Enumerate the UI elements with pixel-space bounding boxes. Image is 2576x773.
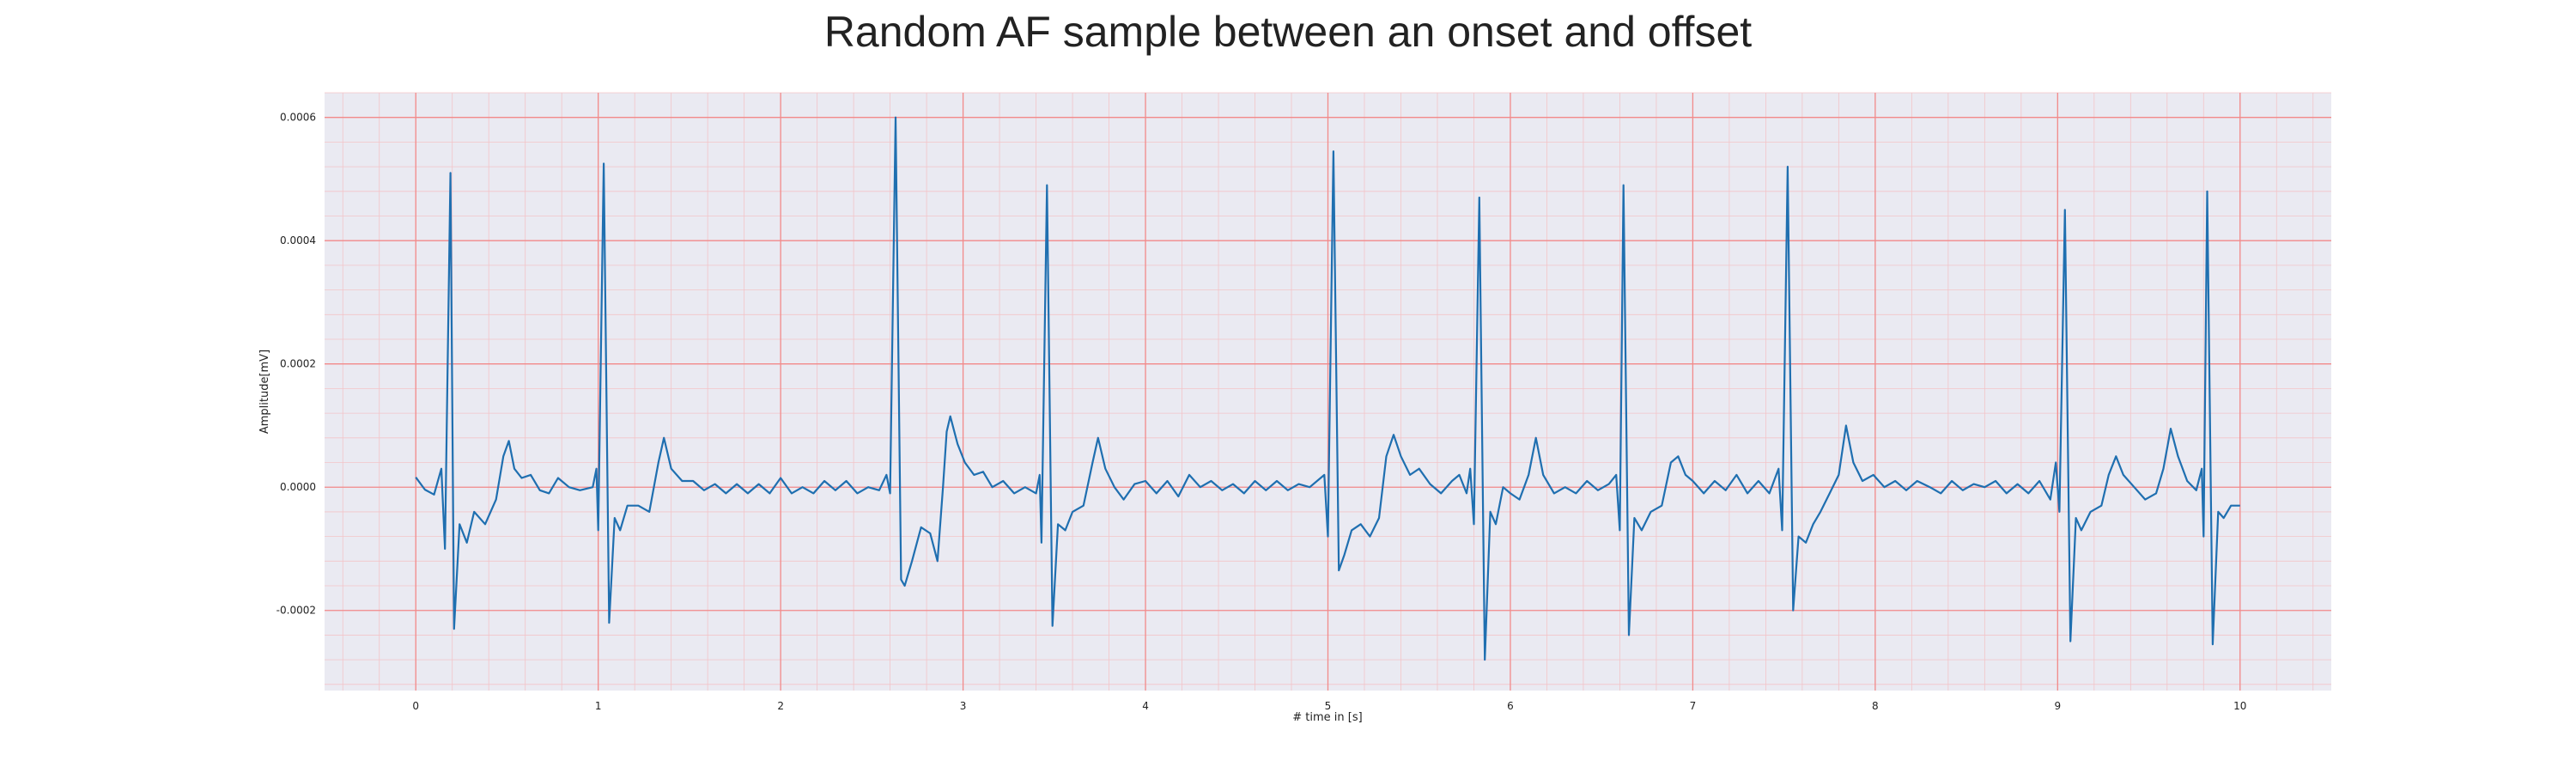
y-tick-label: 0.0006 [280,112,316,124]
y-tick-label: 0.0000 [280,481,316,493]
x-tick-label: 0 [412,700,419,712]
x-axis-label: # time in [s] [1292,711,1362,724]
x-tick-label: 8 [1872,700,1879,712]
y-tick-label: 0.0002 [280,358,316,370]
y-tick-label: 0.0004 [280,234,316,247]
y-axis-ticks: -0.0002 0.0000 0.0002 0.0004 0.0006 [276,112,316,617]
major-gridlines [325,93,2331,691]
x-tick-label: 9 [2054,700,2061,712]
x-tick-label: 1 [595,700,602,712]
x-tick-label: 4 [1142,700,1149,712]
chart-title: Random AF sample between an onset and of… [823,8,1753,56]
x-tick-label: 2 [777,700,784,712]
y-axis-label: Amplitude[mV] [258,350,271,434]
x-tick-label: 3 [960,700,967,712]
y-tick-label: -0.0002 [276,605,316,617]
ecg-signal-line [415,116,2240,661]
x-tick-label: 10 [2233,700,2246,712]
x-axis-ticks: 0 1 2 3 4 5 6 7 8 9 10 [412,700,2246,712]
x-tick-label: 6 [1507,700,1514,712]
x-tick-label: 7 [1690,700,1697,712]
x-tick-label: 5 [1325,700,1332,712]
